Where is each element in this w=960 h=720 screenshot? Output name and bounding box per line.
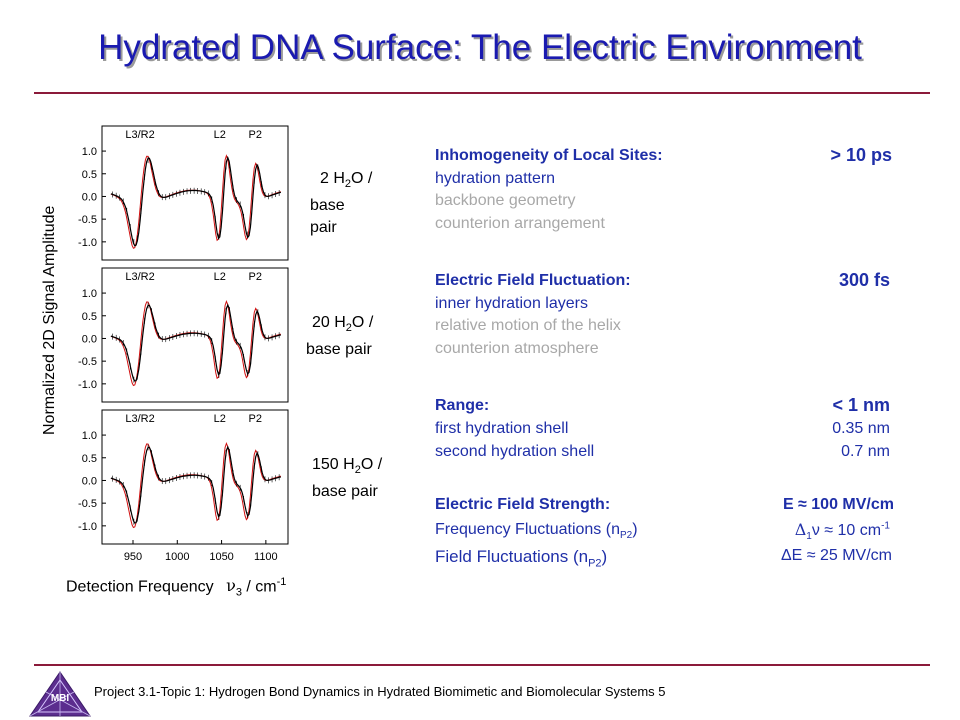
x-axis-sup: -1 [276, 576, 287, 588]
panel-1-frame [101, 125, 289, 261]
section-3-heading: Range: [435, 397, 490, 414]
x-axis-label-text: Detection Frequency [66, 578, 214, 596]
water-line2: base pair [306, 341, 372, 359]
delta-symbol: Δ [794, 520, 807, 539]
mbi-logo: MBI [29, 671, 91, 717]
section-3-item-1-value: 0.35 nm [832, 420, 890, 437]
peak-label: L3/R2 [125, 129, 154, 141]
y-tick-label: 1.0 [82, 146, 97, 158]
panel-2-frame [101, 267, 289, 403]
water-rest: O / [351, 314, 374, 331]
footer-divider [34, 664, 930, 666]
y-tick-label: -1.0 [78, 237, 97, 249]
section-1-item-3: counterion arrangement [435, 215, 605, 232]
panel-1-water-label: 2 H2O / base pair [310, 168, 373, 239]
field-fluct-label: Field Fluctuations (nP2) [435, 547, 607, 569]
delta-sub: 1 [806, 531, 812, 543]
y-tick-label: -0.5 [78, 214, 97, 226]
mbi-logo-text: MBI [51, 693, 70, 704]
y-tick-label: 0.5 [82, 169, 97, 181]
y-tick-label: 0.0 [82, 333, 97, 345]
section-1-heading: Inhomogeneity of Local Sites: [435, 147, 663, 164]
water-line2: base [310, 197, 345, 215]
peak-label: L3/R2 [125, 271, 154, 283]
panel-3-frame [101, 409, 289, 545]
section-1-value: > 10 ps [830, 145, 892, 165]
freq-label-close: ) [632, 521, 638, 538]
y-tick-label: 0.5 [82, 311, 97, 323]
peak-label: L2 [214, 271, 226, 283]
section-2-value: 300 fs [838, 270, 890, 290]
section-3-item-2: second hydration shell [435, 443, 595, 460]
water-count: 2 H [320, 170, 345, 187]
freq-value-sup: -1 [881, 520, 890, 532]
water-line3: pair [310, 219, 337, 237]
y-tick-label: -1.0 [78, 521, 97, 533]
strength-heading: Electric Field Strength: [435, 496, 611, 513]
freq-fluct-label: Frequency Fluctuations (nP2) [435, 521, 638, 541]
field-label-close: ) [601, 547, 608, 566]
water-count: 150 H [312, 456, 355, 473]
section-3-value: < 1 nm [832, 395, 890, 415]
freq-value-text: ν ≈ 10 cm [811, 522, 882, 539]
section-1-item-2: backbone geometry [435, 192, 576, 209]
title-divider [34, 92, 930, 94]
y-tick-label: 0.0 [82, 191, 97, 203]
freq-label-text: Frequency Fluctuations (n [435, 521, 620, 538]
section-2-heading: Electric Field Fluctuation: [435, 272, 631, 289]
x-tick-label: 1000 [165, 551, 189, 563]
y-tick-label: 1.0 [82, 288, 97, 300]
section-2-item-1: inner hydration layers [435, 295, 588, 312]
water-rest: O / [351, 170, 373, 187]
panel-2-water-label: 20 H2O / base pair [306, 312, 373, 361]
y-tick-label: 0.5 [82, 453, 97, 465]
peak-label: L2 [214, 413, 226, 425]
water-rest: O / [360, 456, 383, 473]
x-tick-label: 1100 [254, 551, 278, 563]
field-fluct-value: ΔE ≈ 25 MV/cm [780, 547, 892, 564]
spectra-figure: 1.0 0.5 0.0 -0.5 -1.0 L3/R2 L2 P2 1.0 0.5 0.0 -0.5 -… [78, 125, 289, 563]
y-tick-label: -0.5 [78, 498, 97, 510]
data-curve [110, 303, 282, 382]
y-tick-label: 0.0 [82, 475, 97, 487]
y-tick-label: 1.0 [82, 430, 97, 442]
x-axis-sub: 3 [235, 586, 242, 599]
water-line2: base pair [312, 483, 378, 501]
freq-fluct-value: Δ1ν ≈ 10 cm-1 [795, 520, 890, 542]
x-axis-label: Detection Frequency ν3 / cm-1 [66, 576, 286, 599]
section-3-item-2-value: 0.7 nm [841, 443, 890, 460]
data-curve [110, 155, 282, 247]
peak-label: L2 [214, 129, 226, 141]
page-title: Hydrated DNA Surface: The Electric Envir… [98, 28, 862, 67]
x-axis-unit: / cm [246, 578, 277, 596]
water-sub: 2 [354, 464, 361, 477]
x-tick-label: 950 [124, 551, 142, 563]
water-sub: 2 [344, 178, 352, 191]
section-2-item-2: relative motion of the helix [435, 317, 621, 334]
panel-3-water-label: 150 H2O / base pair [312, 454, 382, 503]
y-tick-label: -1.0 [78, 379, 97, 391]
y-axis-label: Normalized 2D Signal Amplitude [41, 205, 58, 435]
peak-label: P2 [248, 413, 261, 425]
strength-value: E ≈ 100 MV/cm [782, 496, 894, 513]
field-label-sub: P2 [588, 557, 602, 570]
peak-label: L3/R2 [125, 413, 154, 425]
data-curve [110, 445, 282, 524]
water-sub: 2 [345, 322, 352, 335]
y-tick-label: -0.5 [78, 356, 97, 368]
freq-label-sub: P2 [619, 530, 633, 542]
x-tick-label: 1050 [209, 551, 233, 563]
peak-label: P2 [248, 271, 261, 283]
field-label-text: Field Fluctuations (n [435, 547, 589, 566]
section-1-item-1: hydration pattern [435, 170, 556, 187]
peak-label: P2 [248, 129, 261, 141]
water-count: 20 H [312, 314, 346, 331]
section-2-item-3: counterion atmosphere [435, 340, 599, 357]
section-3-item-1: first hydration shell [435, 420, 569, 437]
footer-text: Project 3.1-Topic 1: Hydrogen Bond Dynam… [94, 684, 666, 699]
nu-symbol: ν [226, 576, 236, 596]
